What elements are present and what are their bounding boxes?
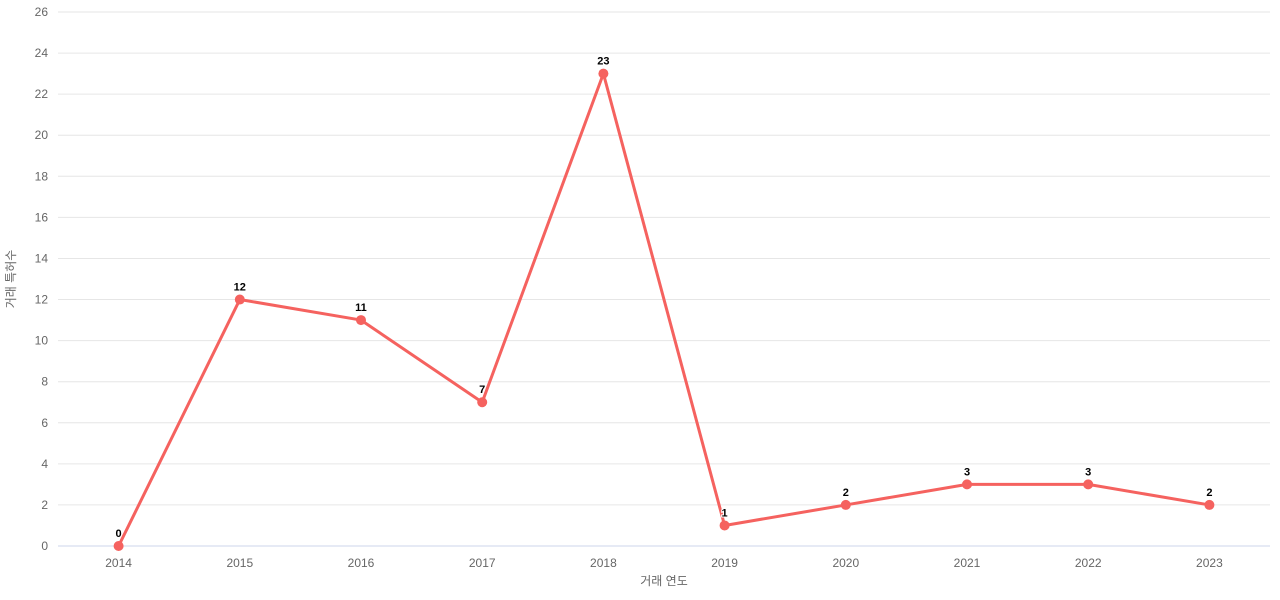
gridlines [58,11,1270,506]
data-point-label: 2 [1206,487,1212,499]
y-tick-label: 8 [41,375,48,389]
x-tick-label: 2014 [105,556,132,570]
y-tick-label: 0 [41,539,48,553]
series-line [117,72,1211,548]
y-tick-label: 24 [35,46,49,60]
data-point-label: 3 [1085,466,1091,478]
data-point-marker[interactable] [598,68,609,79]
data-point-marker[interactable] [962,479,972,490]
x-axis: 2014 2015 2016 2017 2018 2019 2020 2021 2022 2023 [58,545,1270,570]
data-point-marker[interactable] [719,520,730,531]
x-tick-label: 2023 [1196,556,1223,570]
y-tick-label: 4 [41,457,48,471]
x-tick-label: 2015 [226,556,253,570]
y-axis-title: 거래 특허수 [4,250,18,309]
x-tick-label: 2021 [954,556,981,570]
data-point-label: 11 [355,302,367,314]
data-points [113,68,1215,551]
data-point-marker[interactable] [477,397,488,408]
y-tick-label: 16 [35,210,49,224]
data-point-label: 12 [234,282,246,294]
x-tick-label: 2020 [832,556,859,570]
data-point-label: 23 [597,56,609,68]
x-tick-label: 2022 [1075,556,1102,570]
series-path [117,72,1211,548]
data-point-marker[interactable] [234,294,245,305]
x-tick-label: 2018 [590,556,617,570]
data-point-marker[interactable] [113,541,124,551]
data-point-marker[interactable] [356,315,366,326]
y-tick-label: 22 [35,87,49,101]
y-tick-label: 14 [35,251,49,265]
data-point-marker[interactable] [1204,499,1215,510]
data-point-label: 1 [722,507,728,519]
axis-titles: 거래 연도 거래 특허수 [4,250,688,588]
data-point-marker[interactable] [1083,479,1094,490]
y-tick-label: 18 [35,169,49,183]
x-axis-title: 거래 연도 [640,574,688,588]
x-tick-label: 2016 [348,556,375,570]
x-tick-label: 2019 [711,556,738,570]
y-tick-label: 12 [35,293,49,307]
data-point-label: 0 [116,528,122,540]
y-tick-label: 20 [35,128,49,142]
y-tick-label: 10 [35,334,49,348]
data-point-label: 2 [843,487,849,499]
y-tick-label: 2 [41,498,48,512]
data-point-marker[interactable] [840,499,851,510]
x-tick-label: 2017 [469,556,496,570]
y-tick-label: 6 [41,416,48,430]
y-tick-label: 26 [35,5,49,19]
data-point-label: 3 [964,466,970,478]
data-point-label: 7 [479,384,485,396]
